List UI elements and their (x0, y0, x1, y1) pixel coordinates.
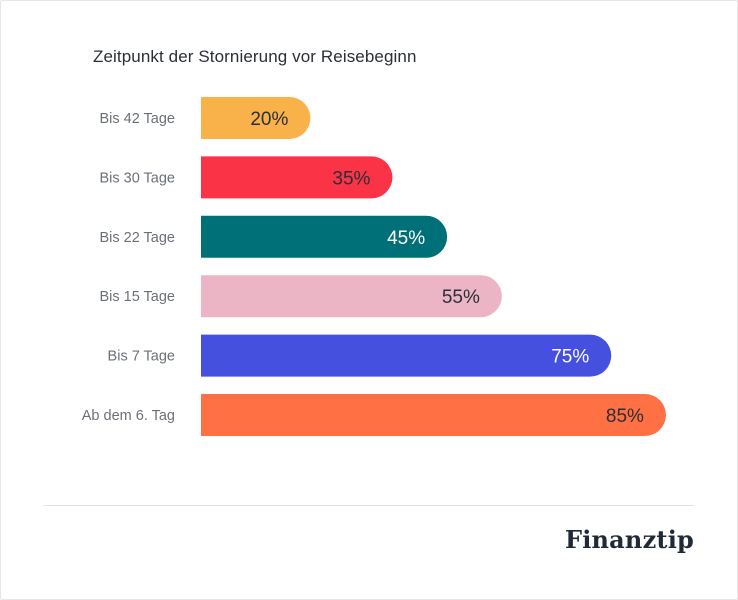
value-label-bis-7-tage: 75% (551, 347, 589, 368)
divider (43, 505, 694, 506)
bar-bis-30-tage (201, 156, 393, 199)
bar-bis-7-tage (201, 334, 612, 377)
bar-bis-42-tage (201, 97, 311, 139)
value-label-bis-15-tage: 55% (442, 287, 480, 308)
category-label-bis-15-tage: Bis 15 Tage (99, 289, 175, 305)
category-label-bis-30-tage: Bis 30 Tage (99, 170, 175, 186)
brand-logo: Finanztip (564, 525, 694, 554)
value-label-bis-42-tage: 20% (250, 109, 288, 130)
chart-title: Zeitpunkt der Stornierung vor Reisebegin… (93, 47, 417, 66)
value-label-bis-30-tage: 35% (332, 168, 370, 189)
category-label-bis-7-tage: Bis 7 Tage (108, 349, 175, 365)
bar-bis-22-tage (201, 215, 448, 258)
category-label-bis-22-tage: Bis 22 Tage (99, 230, 175, 246)
bar-ab-dem-6-tag (201, 394, 666, 436)
category-label-ab-dem-6-tag: Ab dem 6. Tag (82, 408, 175, 424)
value-label-bis-22-tage: 45% (387, 228, 425, 249)
bar-bis-15-tage (201, 275, 502, 318)
category-label-bis-42-tage: Bis 42 Tage (99, 111, 175, 127)
value-label-ab-dem-6-tag: 85% (606, 406, 644, 427)
